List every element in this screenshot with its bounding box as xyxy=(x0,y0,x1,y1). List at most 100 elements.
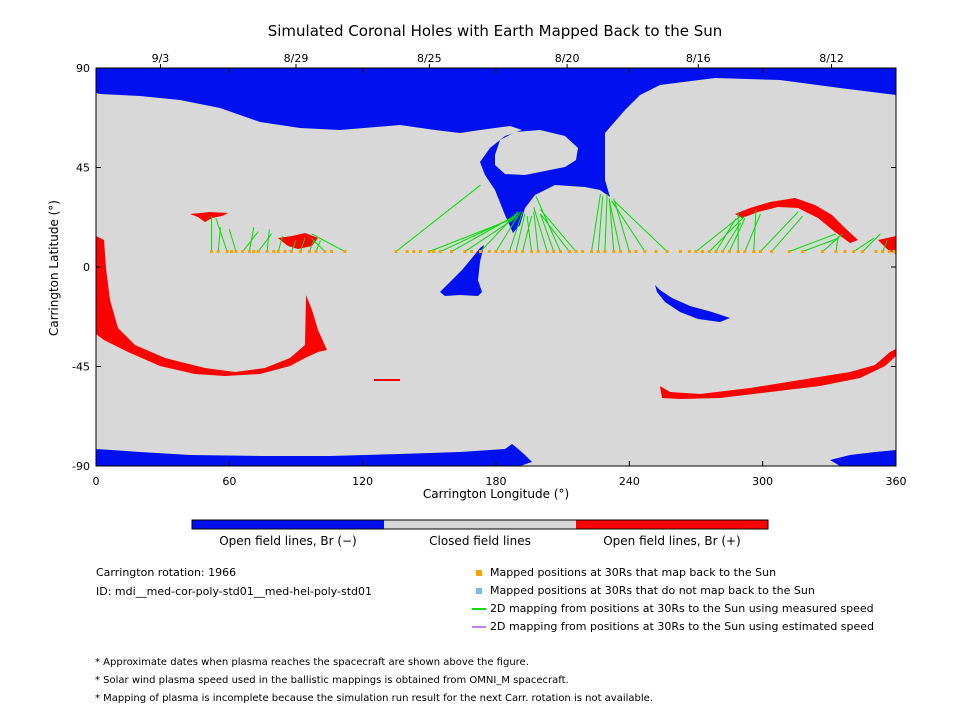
field-line xyxy=(613,200,668,252)
field-line xyxy=(760,211,799,252)
field-line xyxy=(608,200,621,252)
mapped-point xyxy=(643,250,647,254)
mapped-point xyxy=(612,250,616,254)
mapped-point xyxy=(283,250,287,254)
mapped-point xyxy=(210,250,214,254)
mapped-point xyxy=(892,250,896,254)
field-line-mappings xyxy=(211,184,888,252)
field-line xyxy=(540,213,570,252)
field-line xyxy=(464,215,519,252)
mapped-point xyxy=(487,250,491,254)
x-tick-label: 300 xyxy=(752,475,773,488)
field-line xyxy=(853,237,875,252)
x-axis-ticks: 0 60 120 180 240 300 360 xyxy=(93,68,907,488)
colorbar-positive xyxy=(576,520,768,529)
field-line xyxy=(515,213,526,252)
closed-field-background xyxy=(96,68,896,466)
mapped-point xyxy=(463,250,467,254)
x-tick-label: 60 xyxy=(222,475,236,488)
legend-item-unmapped: Mapped positions at 30Rs that do not map… xyxy=(476,584,815,598)
x-tick-label: 120 xyxy=(352,475,373,488)
colorbar-frame xyxy=(191,519,769,530)
mapped-point xyxy=(256,250,260,254)
mapped-point xyxy=(743,250,747,254)
mapped-point xyxy=(552,250,556,254)
mapped-point xyxy=(727,250,731,254)
equatorial-coronal-hole xyxy=(440,245,484,296)
mapped-point xyxy=(665,250,669,254)
mapped-point xyxy=(307,250,311,254)
field-line xyxy=(215,218,228,252)
legend-label: Mapped positions at 30Rs that map back t… xyxy=(490,566,777,579)
field-line xyxy=(789,233,837,252)
field-line xyxy=(495,211,521,252)
mapped-point xyxy=(596,250,600,254)
y-tick-label: 45 xyxy=(76,162,90,175)
y-tick-label: -45 xyxy=(72,361,90,374)
footnote: * Solar wind plasma speed used in the ba… xyxy=(95,675,569,686)
mapped-point xyxy=(558,250,562,254)
mapped-point xyxy=(521,250,525,254)
field-line xyxy=(604,194,608,252)
mapped-point xyxy=(852,250,856,254)
mapped-point xyxy=(514,250,518,254)
mapped-point xyxy=(627,250,631,254)
field-line xyxy=(308,240,315,252)
mapped-point xyxy=(634,250,638,254)
y-axis-label: Carrington Latitude (°) xyxy=(47,200,61,336)
southern-coronal-hole xyxy=(655,285,730,322)
mapped-point xyxy=(536,250,540,254)
mapped-point xyxy=(494,250,498,254)
colorbar-label-negative: Open field lines, Br (−) xyxy=(219,534,357,548)
field-line xyxy=(291,240,297,252)
mapped-point xyxy=(394,250,398,254)
field-line xyxy=(695,215,741,252)
mapped-point xyxy=(478,250,482,254)
square-marker-icon xyxy=(476,570,482,576)
mapped-point xyxy=(721,250,725,254)
colorbar-label-closed: Closed field lines xyxy=(429,534,531,548)
positive-hole-small-north xyxy=(190,212,228,222)
square-marker-icon xyxy=(476,588,482,594)
legend-item-estimated: 2D mapping from positions at 30Rs to the… xyxy=(472,620,874,634)
mapped-point xyxy=(545,250,549,254)
mapped-point xyxy=(874,250,878,254)
north-polar-coronal-hole xyxy=(96,68,896,233)
field-line xyxy=(533,207,548,252)
field-line xyxy=(311,237,326,252)
field-line xyxy=(299,238,306,252)
mapped-point xyxy=(678,250,682,254)
mapped-positions xyxy=(210,250,896,254)
mapped-point xyxy=(432,250,436,254)
field-line xyxy=(242,231,259,252)
date-tick-label: 9/3 xyxy=(152,52,170,65)
mapped-point xyxy=(843,250,847,254)
colorbar-closed xyxy=(384,520,576,529)
field-line xyxy=(540,209,577,252)
positive-hole-speck xyxy=(374,379,400,381)
y-axis-ticks: 90 45 0 -45 -90 xyxy=(72,62,896,473)
mapped-point xyxy=(801,250,805,254)
field-line xyxy=(835,235,839,252)
mapped-point xyxy=(834,250,838,254)
mapped-point xyxy=(507,250,511,254)
mapped-point xyxy=(230,250,234,254)
mapped-point xyxy=(687,250,691,254)
field-line xyxy=(311,233,346,252)
mapped-point xyxy=(694,250,698,254)
field-line xyxy=(722,222,741,252)
field-line xyxy=(228,229,237,252)
field-line xyxy=(728,218,746,252)
mapped-point xyxy=(654,250,658,254)
colorbar xyxy=(191,519,769,530)
field-line xyxy=(533,211,539,252)
carrington-rotation: Carrington rotation: 1966 xyxy=(96,566,237,579)
field-line xyxy=(480,211,519,252)
field-line xyxy=(266,229,270,252)
mapped-point xyxy=(758,250,762,254)
mapped-point xyxy=(714,250,718,254)
mapped-point xyxy=(530,250,534,254)
x-tick-label: 0 xyxy=(93,475,100,488)
mapped-point xyxy=(787,250,791,254)
field-line xyxy=(608,198,615,252)
